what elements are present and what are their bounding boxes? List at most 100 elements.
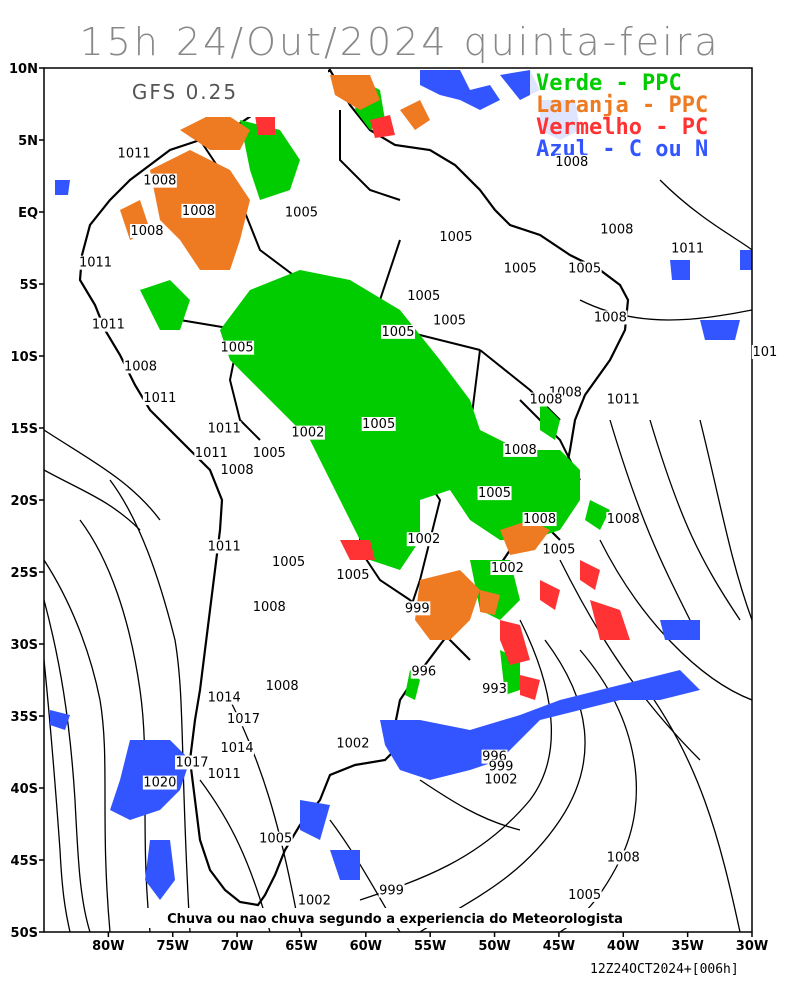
isobar-label: 1008 xyxy=(600,223,633,238)
isobar-label: 1020 xyxy=(143,776,176,791)
isobar-label: 999 xyxy=(405,601,430,616)
isobar-label-bg xyxy=(142,775,177,790)
isobar-label: 1002 xyxy=(491,561,524,576)
isobar-label-bg xyxy=(606,392,641,407)
isobar-label: 1005 xyxy=(439,230,472,245)
isobar-label-bg xyxy=(252,445,287,460)
isobar-label: 1005 xyxy=(336,568,369,583)
isobar-label-bg xyxy=(91,317,126,332)
isobar-label: 1011 xyxy=(671,241,704,256)
lat-label: EQ xyxy=(18,206,38,221)
isobar-label-bg xyxy=(567,261,602,276)
isobar-label-bg xyxy=(335,568,370,583)
isobar-label: 1002 xyxy=(484,773,517,788)
isobar-label-bg xyxy=(599,222,634,237)
footer-note: Chuva ou nao chuva segundo a experiencia… xyxy=(167,912,623,927)
isobar-label: 1008 xyxy=(221,463,254,478)
isobar-label: 1002 xyxy=(298,894,331,909)
isobar-label-bg xyxy=(226,712,261,727)
isobar-label-bg xyxy=(406,532,441,547)
isobar-label-bg xyxy=(554,154,589,169)
isobar-label: 999 xyxy=(379,884,404,899)
isobar-label-bg xyxy=(220,463,255,478)
lon-label: 80W xyxy=(92,939,124,954)
lon-label: 75W xyxy=(157,939,189,954)
isobar-label: 1002 xyxy=(336,737,369,752)
legend-green: Verde - PPC xyxy=(536,71,682,96)
isobar-label: 1011 xyxy=(118,146,151,161)
isobar-label-bg xyxy=(483,772,518,787)
map-layers xyxy=(44,68,752,932)
lat-label: 25S xyxy=(11,566,38,581)
precip-red xyxy=(255,115,630,700)
isobar-label-bg xyxy=(406,288,441,303)
isobar-label-bg xyxy=(404,601,431,616)
isobar-label-bg xyxy=(207,421,242,436)
lon-label: 60W xyxy=(350,939,382,954)
isobar-label: 1008 xyxy=(555,155,588,170)
isobar-label-bg xyxy=(438,229,473,244)
isobar-label-bg xyxy=(290,425,325,440)
lat-label: 50S xyxy=(11,926,38,941)
isobar-label: 1005 xyxy=(253,446,286,461)
isobar-label-bg xyxy=(432,313,467,328)
latitude-axis: 10N 5N EQ 5S 10S 15S 20S 25S 30S 35S 40S 45S 50S xyxy=(9,62,44,941)
isobar-label: 1011 xyxy=(143,391,176,406)
isobar-label: 993 xyxy=(482,682,507,697)
lat-label: 10N xyxy=(9,62,38,77)
lat-label: 5S xyxy=(20,278,38,293)
lat-label: 10S xyxy=(11,350,38,365)
note-background xyxy=(140,908,660,928)
isobar-label-bg xyxy=(258,831,293,846)
isobar-label-bg xyxy=(751,345,778,359)
run-stamp: 12Z24OCT2024+[006h] xyxy=(590,962,739,977)
isobar-label: 1005 xyxy=(433,313,466,328)
isobar-label: 1011 xyxy=(208,421,241,436)
isobar-label: 1011 xyxy=(607,393,640,408)
legend-red: Vermelho - PC xyxy=(536,115,708,140)
model-label: GFS 0.25 xyxy=(132,80,238,104)
isobar-label: 1005 xyxy=(221,341,254,356)
isobar-label-bg xyxy=(487,759,514,774)
isobar-label: 1005 xyxy=(259,832,292,847)
isobar-label-bg xyxy=(129,224,164,239)
isobar-label: 1005 xyxy=(362,417,395,432)
isobar-label: 1002 xyxy=(407,532,440,547)
isobar-label: 1008 xyxy=(266,679,299,694)
lon-label: 30W xyxy=(736,939,768,954)
isobar-label-bg xyxy=(271,555,306,570)
isobar-label-bg xyxy=(284,205,319,220)
longitude-axis: 80W 75W 70W 65W 60W 55W 50W 45W 40W 35W 30W xyxy=(92,932,768,954)
isobar-label: 1011 xyxy=(79,256,112,271)
isobar-label-bg xyxy=(381,324,415,339)
isobar-label-bg xyxy=(361,417,396,431)
isobar-label-bg xyxy=(606,512,641,527)
isobar-label-bg xyxy=(297,893,332,908)
isobar-label: 1008 xyxy=(143,174,176,189)
isobar-label-bg xyxy=(220,340,255,355)
map-title: 15h 24/Out/2024 quinta-feira xyxy=(79,20,721,64)
isobar-label-bg xyxy=(477,486,512,501)
isobar-label: 1008 xyxy=(130,224,163,239)
isobar-label-bg xyxy=(503,261,538,276)
isobar-label-bg xyxy=(117,146,152,161)
lon-label: 45W xyxy=(543,939,575,954)
isobar-label-bg xyxy=(522,512,557,527)
isobar-labels: 1008 1011 1008 1008 1008 1011 1005 1008 1005 1011… xyxy=(78,146,778,909)
lat-label: 5N xyxy=(18,134,38,149)
isobar-label: 1008 xyxy=(504,443,537,458)
lon-label: 50W xyxy=(478,939,510,954)
isobar-label: 1005 xyxy=(542,542,575,557)
isobar-label-bg xyxy=(175,755,210,770)
isobar-label: 1014 xyxy=(221,741,254,756)
isobar-label: 1005 xyxy=(568,888,601,903)
isobar-label: 1005 xyxy=(285,205,318,220)
isobar-label-bg xyxy=(378,883,405,898)
model-label-box xyxy=(45,69,328,117)
isobar-label-bg xyxy=(529,392,564,407)
isobar-label-bg xyxy=(194,445,229,460)
isobar-label: 999 xyxy=(489,760,514,775)
isobar-label-bg xyxy=(207,690,242,705)
isobar-label: 1011 xyxy=(92,318,125,333)
lat-label: 45S xyxy=(11,854,38,869)
